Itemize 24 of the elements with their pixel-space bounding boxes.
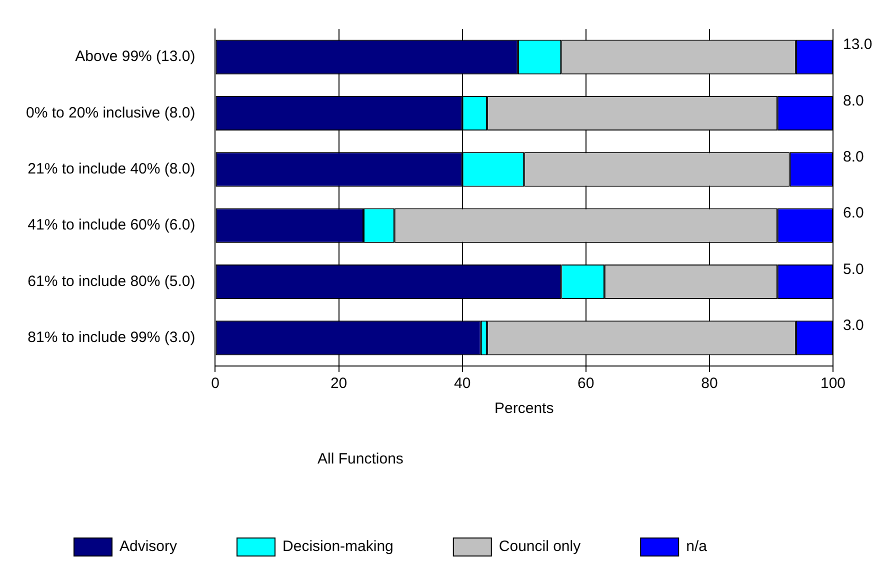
- y-tick-label: 0% to 20% inclusive (8.0): [26, 104, 196, 122]
- x-tick-label: 40: [454, 375, 471, 392]
- legend-label: Council only: [498, 538, 582, 556]
- y-tick-label: 81% to include 99% (3.0): [28, 329, 196, 346]
- x-tick-label: 100: [820, 375, 846, 392]
- legend-label: n/a: [686, 538, 708, 556]
- y-tick-label: 21% to include 40% (8.0): [28, 160, 196, 178]
- y-tick-label: 61% to include 80% (5.0): [28, 272, 196, 290]
- x-tick-label: 60: [578, 375, 594, 392]
- text: 6.0: [843, 204, 864, 222]
- x-tick-label: 20: [330, 375, 348, 392]
- x-tick-label: 80: [701, 375, 718, 392]
- y-tick-label: Above 99% (13.0): [75, 48, 196, 66]
- legend-title: All Functions: [318, 450, 404, 468]
- text: 8.0: [843, 148, 864, 166]
- text: 13.0: [843, 36, 872, 54]
- x-tick-label: 0: [211, 375, 220, 392]
- text: 5.0: [843, 260, 864, 278]
- text: 8.0: [843, 92, 864, 110]
- legend-label: Advisory: [120, 538, 178, 556]
- legend-label: Decision-making: [282, 538, 394, 556]
- y-tick-label: 41% to include 60% (6.0): [28, 216, 196, 234]
- x-axis-title: Percents: [494, 400, 554, 418]
- text: 3.0: [843, 317, 864, 334]
